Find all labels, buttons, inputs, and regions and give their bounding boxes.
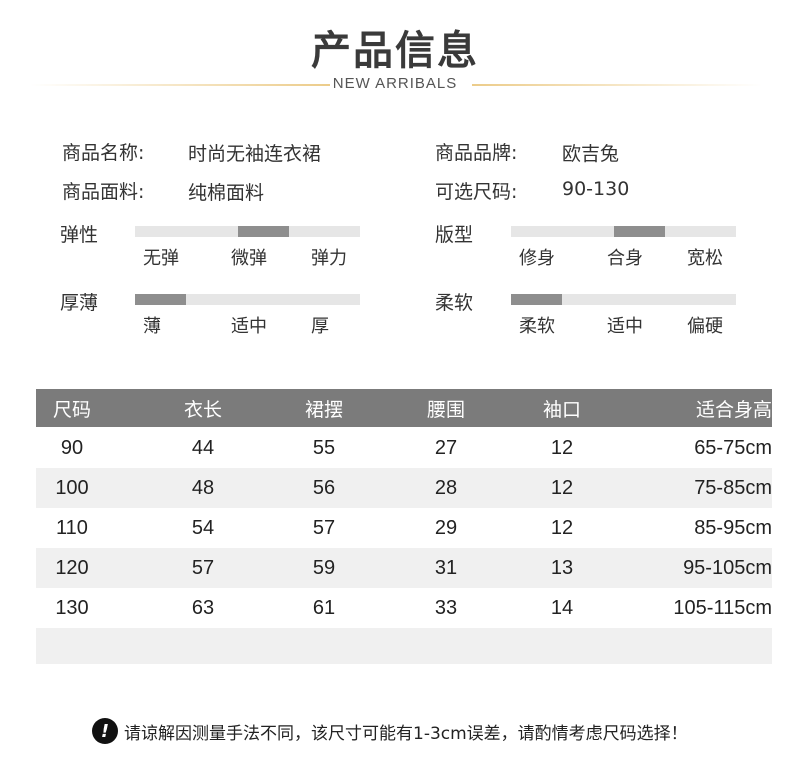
scale-indicator <box>614 226 665 237</box>
disclaimer-text: 请谅解因测量手法不同，该尺寸可能有1-3cm误差，请酌情考虑尺码选择！ <box>124 723 688 744</box>
table-cell: 63 <box>191 596 215 619</box>
scale-indicator <box>511 294 562 305</box>
divider-right <box>472 84 762 86</box>
table-cell: 55 <box>312 436 336 459</box>
table-cell: 12 <box>550 476 574 499</box>
scale-bar <box>135 294 360 305</box>
info-value: 欧吉兔 <box>562 143 620 165</box>
header-cell: 裙摆 <box>304 398 343 421</box>
scale-bar <box>511 226 736 237</box>
table-cell: 44 <box>191 436 215 459</box>
header-cell: 衣长 <box>183 398 222 421</box>
size-table-header: 尺码 衣长 裙摆 腰围 袖口 适合身高 <box>36 389 772 427</box>
scale-option: 厚 <box>311 316 329 337</box>
disclaimer: ! 请谅解因测量手法不同，该尺寸可能有1-3cm误差，请酌情考虑尺码选择！ <box>92 718 688 744</box>
scale-option: 偏硬 <box>687 316 723 337</box>
info-label: 商品面料: <box>62 181 145 203</box>
table-cell: 28 <box>434 476 458 499</box>
scale-label: 版型 <box>435 224 474 246</box>
divider-left <box>30 84 330 86</box>
scale-indicator <box>238 226 289 237</box>
table-cell: 85-95cm <box>694 516 772 539</box>
scale-bar <box>135 226 360 237</box>
scale-label: 柔软 <box>435 292 474 314</box>
table-cell: 12 <box>550 436 574 459</box>
scale-label: 弹性 <box>60 224 99 246</box>
scale-option: 修身 <box>519 248 555 269</box>
page-subtitle: NEW ARRIBALS <box>332 75 458 92</box>
table-row: 130 63 61 33 14 105-115cm <box>36 588 772 628</box>
table-cell: 56 <box>312 476 336 499</box>
table-row: 110 54 57 29 12 85-95cm <box>36 508 772 548</box>
table-cell: 54 <box>191 516 215 539</box>
info-value: 纯棉面料 <box>188 182 265 204</box>
table-cell: 75-85cm <box>694 476 772 499</box>
table-cell: 61 <box>312 596 336 619</box>
table-cell: 110 <box>56 516 88 539</box>
table-cell: 65-75cm <box>694 436 772 459</box>
scale-option: 微弹 <box>231 248 267 269</box>
header-cell: 适合身高 <box>695 398 772 421</box>
table-cell: 105-115cm <box>673 596 772 619</box>
scale-indicator <box>135 294 186 305</box>
table-cell: 57 <box>191 556 215 579</box>
scale-option: 适中 <box>607 316 643 337</box>
table-cell: 48 <box>191 476 215 499</box>
table-cell: 29 <box>434 516 458 539</box>
table-cell: 90 <box>60 436 84 459</box>
info-value: 时尚无袖连衣裙 <box>188 143 322 165</box>
table-cell: 14 <box>550 596 574 619</box>
table-cell: 95-105cm <box>683 556 772 579</box>
table-cell: 12 <box>550 516 574 539</box>
scale-option: 宽松 <box>687 248 723 269</box>
table-row: 120 57 59 31 13 95-105cm <box>36 548 772 588</box>
table-cell: 57 <box>312 516 336 539</box>
info-label: 商品名称: <box>62 142 145 164</box>
table-cell: 31 <box>434 556 458 579</box>
table-cell: 130 <box>55 596 89 619</box>
table-cell: 100 <box>55 476 89 499</box>
table-cell: 13 <box>550 556 574 579</box>
scale-bar <box>511 294 736 305</box>
scale-option: 薄 <box>143 316 161 337</box>
scale-option: 无弹 <box>143 248 179 269</box>
info-label: 商品品牌: <box>435 142 518 164</box>
table-row: 90 44 55 27 12 65-75cm <box>36 428 772 468</box>
table-row: 100 48 56 28 12 75-85cm <box>36 468 772 508</box>
empty-row <box>36 628 772 664</box>
header-cell: 尺码 <box>52 398 91 421</box>
exclamation-icon: ! <box>92 718 118 744</box>
scale-option: 适中 <box>231 316 267 337</box>
header-cell: 腰围 <box>426 398 465 421</box>
scale-label: 厚薄 <box>60 292 99 314</box>
table-cell: 120 <box>55 556 89 579</box>
table-cell: 59 <box>312 556 336 579</box>
info-label: 可选尺码: <box>435 181 518 203</box>
scale-option: 弹力 <box>311 248 347 269</box>
scale-option: 柔软 <box>519 316 555 337</box>
table-cell: 27 <box>434 436 458 459</box>
table-cell: 33 <box>434 596 458 619</box>
header-cell: 袖口 <box>542 398 581 421</box>
info-value: 90-130 <box>562 178 630 200</box>
scale-option: 合身 <box>607 248 643 269</box>
page-title: 产品信息 <box>311 28 479 74</box>
